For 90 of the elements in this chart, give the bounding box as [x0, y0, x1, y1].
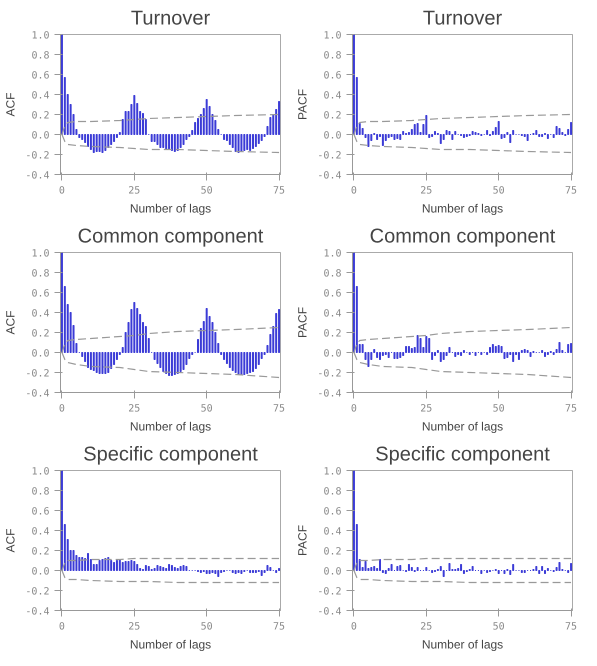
y-tick-label: 0.2 [323, 546, 342, 558]
x-tick-label: 0 [350, 186, 357, 196]
x-axis-title: Number of lags [130, 202, 212, 216]
y-tick-label: 0.0 [31, 348, 50, 360]
y-tick-label: 1.0 [323, 466, 342, 478]
y-tick-label: 0.6 [31, 70, 50, 82]
x-tick-label: 0 [58, 404, 65, 414]
chart-title: Turnover [422, 8, 502, 30]
y-axis-title: PACF [295, 306, 310, 338]
y-axis-title: ACF [3, 528, 18, 552]
y-tick-label: -0.4 [317, 606, 342, 618]
y-tick-label: 1.0 [323, 248, 342, 260]
y-axis-title: ACF [3, 310, 18, 334]
x-tick-label: 0 [58, 622, 65, 632]
y-tick-label: -0.2 [25, 586, 50, 598]
y-tick-label: -0.2 [25, 368, 50, 380]
y-tick-label: 0.0 [323, 130, 342, 142]
y-tick-label: 0.0 [323, 348, 342, 360]
y-tick-label: 0.0 [323, 566, 342, 578]
x-tick-label: 25 [128, 404, 140, 414]
x-tick-label: 0 [350, 404, 357, 414]
y-tick-label: 0.4 [323, 526, 342, 538]
y-tick-label: 1.0 [31, 466, 50, 478]
x-tick-label: 25 [420, 186, 432, 196]
x-axis-title: Number of lags [422, 420, 504, 434]
y-tick-label: 0.4 [31, 308, 50, 320]
y-tick-label: 0.2 [31, 328, 50, 340]
y-tick-label: 0.0 [31, 130, 50, 142]
y-tick-label: 0.4 [31, 90, 50, 102]
y-tick-label: -0.2 [317, 368, 342, 380]
x-tick-label: 25 [420, 622, 432, 632]
y-tick-label: 0.6 [323, 506, 342, 518]
y-tick-label: -0.2 [317, 586, 342, 598]
x-tick-label: 50 [492, 404, 505, 414]
y-tick-label: -0.4 [25, 606, 50, 618]
y-tick-label: -0.4 [317, 170, 342, 182]
y-tick-label: 0.6 [31, 506, 50, 518]
chart-title: Common component [370, 226, 556, 248]
x-tick-label: 0 [350, 622, 357, 632]
y-tick-label: 0.2 [31, 546, 50, 558]
y-tick-label: 0.2 [31, 110, 50, 122]
y-tick-label: 0.8 [323, 486, 342, 498]
x-tick-label: 25 [420, 404, 432, 414]
y-tick-label: 0.4 [323, 90, 342, 102]
y-tick-label: 0.8 [323, 268, 342, 280]
x-axis-title: Number of lags [422, 638, 504, 652]
x-tick-label: 75 [565, 622, 578, 632]
y-tick-label: 1.0 [31, 248, 50, 260]
x-tick-label: 50 [200, 622, 213, 632]
x-tick-label: 75 [273, 404, 286, 414]
x-tick-label: 75 [565, 186, 578, 196]
x-axis-title: Number of lags [130, 638, 212, 652]
y-tick-label: 0.2 [323, 110, 342, 122]
y-tick-label: 0.8 [31, 268, 50, 280]
y-tick-label: 0.4 [31, 526, 50, 538]
x-tick-label: 75 [565, 404, 578, 414]
y-tick-label: 0.8 [31, 486, 50, 498]
y-tick-label: 0.8 [31, 50, 50, 62]
y-axis-title: ACF [3, 92, 18, 116]
x-tick-label: 25 [128, 186, 140, 196]
chart-title: Specific component [83, 444, 258, 466]
y-tick-label: 0.4 [323, 308, 342, 320]
y-tick-label: 0.6 [323, 288, 342, 300]
y-tick-label: -0.4 [25, 388, 50, 400]
x-tick-label: 0 [58, 186, 65, 196]
y-axis-title: PACF [295, 524, 310, 556]
x-tick-label: 75 [273, 186, 286, 196]
chart-title: Specific component [375, 444, 550, 466]
x-tick-label: 50 [200, 186, 213, 196]
x-axis-title: Number of lags [422, 202, 504, 216]
y-tick-label: 0.6 [31, 288, 50, 300]
y-tick-label: 0.0 [31, 566, 50, 578]
y-tick-label: 1.0 [31, 30, 50, 42]
y-tick-label: -0.2 [317, 150, 342, 162]
x-tick-label: 50 [200, 404, 213, 414]
y-tick-label: -0.2 [25, 150, 50, 162]
chart-title: Turnover [130, 8, 210, 30]
chart-title: Common component [78, 226, 264, 248]
y-tick-label: -0.4 [317, 388, 342, 400]
x-tick-label: 50 [492, 622, 505, 632]
y-tick-label: 1.0 [323, 30, 342, 42]
y-tick-label: 0.2 [323, 328, 342, 340]
x-axis-title: Number of lags [130, 420, 212, 434]
x-tick-label: 25 [128, 622, 140, 632]
y-tick-label: 0.6 [323, 70, 342, 82]
x-tick-label: 50 [492, 186, 505, 196]
y-axis-title: PACF [295, 88, 310, 120]
x-tick-label: 75 [273, 622, 286, 632]
y-tick-label: -0.4 [25, 170, 50, 182]
y-tick-label: 0.8 [323, 50, 342, 62]
